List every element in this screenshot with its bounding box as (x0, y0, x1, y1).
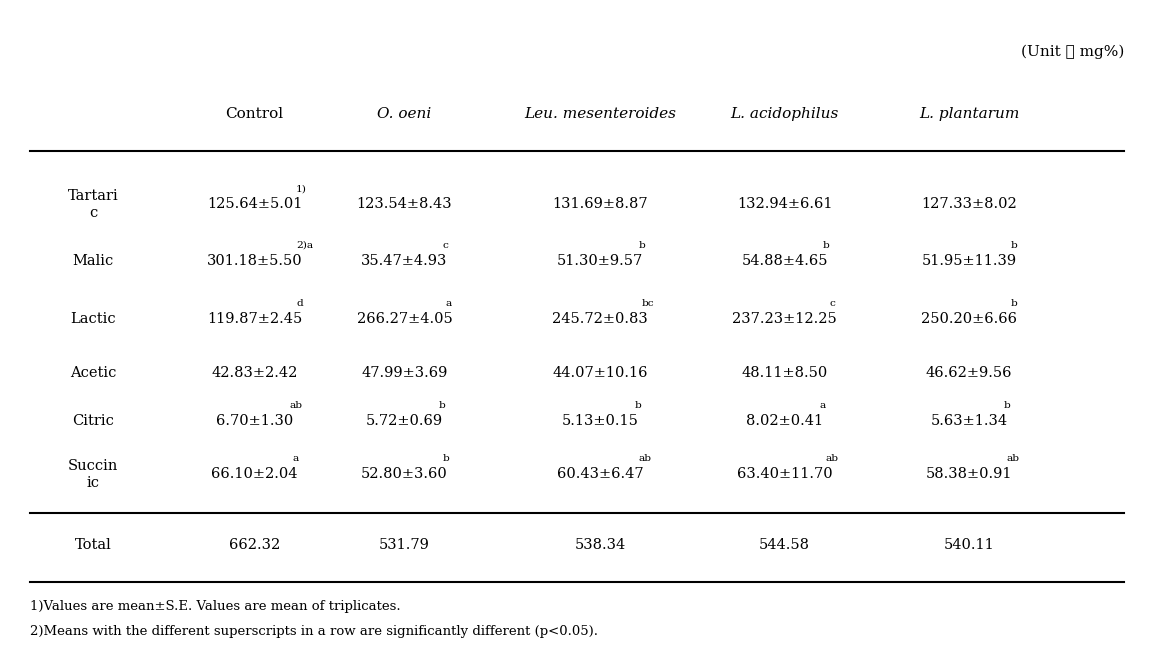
Text: 5.13±0.15: 5.13±0.15 (562, 414, 639, 428)
Text: 5.72±0.69: 5.72±0.69 (366, 414, 443, 428)
Text: 237.23±12.25: 237.23±12.25 (732, 312, 837, 326)
Text: ab: ab (826, 454, 840, 463)
Text: 1): 1) (296, 184, 307, 193)
Text: 119.87±2.45: 119.87±2.45 (208, 312, 302, 326)
Text: L. acidophilus: L. acidophilus (730, 106, 838, 121)
Text: b: b (440, 401, 445, 410)
Text: 662.32: 662.32 (229, 538, 280, 553)
Text: 58.38±0.91: 58.38±0.91 (926, 467, 1012, 481)
Text: (Unit ： mg%): (Unit ： mg%) (1021, 45, 1124, 59)
Text: 6.70±1.30: 6.70±1.30 (216, 414, 294, 428)
Text: ab: ab (1007, 454, 1020, 463)
Text: b: b (638, 241, 645, 250)
Text: 63.40±11.70: 63.40±11.70 (737, 467, 833, 481)
Text: L. plantarum: L. plantarum (919, 106, 1019, 121)
Text: O. oeni: O. oeni (378, 106, 431, 121)
Text: 127.33±8.02: 127.33±8.02 (921, 198, 1017, 212)
Text: 538.34: 538.34 (575, 538, 626, 553)
Text: 52.80±3.60: 52.80±3.60 (361, 467, 448, 481)
Text: Leu. mesenteroides: Leu. mesenteroides (525, 106, 676, 121)
Text: 250.20±6.66: 250.20±6.66 (921, 312, 1017, 326)
Text: 46.62±9.56: 46.62±9.56 (926, 366, 1012, 379)
Text: b: b (1004, 401, 1011, 410)
Text: b: b (823, 241, 829, 250)
Text: 48.11±8.50: 48.11±8.50 (742, 366, 828, 379)
Text: Lactic: Lactic (70, 312, 117, 326)
Text: 301.18±5.50: 301.18±5.50 (206, 254, 302, 268)
Text: 42.83±2.42: 42.83±2.42 (211, 366, 297, 379)
Text: b: b (1010, 241, 1017, 250)
Text: a: a (820, 401, 826, 410)
Text: Tartari
c: Tartari c (68, 188, 119, 220)
Text: 44.07±10.16: 44.07±10.16 (553, 366, 648, 379)
Text: a: a (293, 454, 298, 463)
Text: ab: ab (289, 401, 302, 410)
Text: 266.27±4.05: 266.27±4.05 (357, 312, 452, 326)
Text: 245.72±0.83: 245.72±0.83 (553, 312, 648, 326)
Text: d: d (296, 299, 303, 308)
Text: bc: bc (641, 299, 654, 308)
Text: Total: Total (75, 538, 112, 553)
Text: 47.99±3.69: 47.99±3.69 (361, 366, 448, 379)
Text: 2)a: 2)a (296, 241, 314, 250)
Text: 531.79: 531.79 (379, 538, 430, 553)
Text: b: b (635, 401, 641, 410)
Text: 540.11: 540.11 (943, 538, 995, 553)
Text: c: c (442, 241, 448, 250)
Text: 132.94±6.61: 132.94±6.61 (737, 198, 833, 212)
Text: 1)Values are mean±S.E. Values are mean of triplicates.: 1)Values are mean±S.E. Values are mean o… (30, 600, 401, 613)
Text: 131.69±8.87: 131.69±8.87 (553, 198, 648, 212)
Text: Succin
ic: Succin ic (68, 459, 119, 490)
Text: 51.95±11.39: 51.95±11.39 (921, 254, 1017, 268)
Text: 60.43±6.47: 60.43±6.47 (557, 467, 644, 481)
Text: b: b (1010, 299, 1017, 308)
Text: Acetic: Acetic (70, 366, 117, 379)
Text: 66.10±2.04: 66.10±2.04 (211, 467, 297, 481)
Text: ab: ab (638, 454, 652, 463)
Text: 2)Means with the different superscripts in a row are significantly different (p<: 2)Means with the different superscripts … (30, 625, 598, 638)
Text: c: c (829, 299, 835, 308)
Text: 125.64±5.01: 125.64±5.01 (206, 198, 302, 212)
Text: 35.47±4.93: 35.47±4.93 (361, 254, 448, 268)
Text: 5.63±1.34: 5.63±1.34 (930, 414, 1007, 428)
Text: 51.30±9.57: 51.30±9.57 (557, 254, 644, 268)
Text: Citric: Citric (72, 414, 114, 428)
Text: b: b (442, 454, 449, 463)
Text: 8.02±0.41: 8.02±0.41 (746, 414, 823, 428)
Text: 123.54±8.43: 123.54±8.43 (357, 198, 452, 212)
Text: Malic: Malic (72, 254, 114, 268)
Text: Control: Control (225, 106, 283, 121)
Text: a: a (445, 299, 452, 308)
Text: 54.88±4.65: 54.88±4.65 (742, 254, 828, 268)
Text: 544.58: 544.58 (759, 538, 810, 553)
